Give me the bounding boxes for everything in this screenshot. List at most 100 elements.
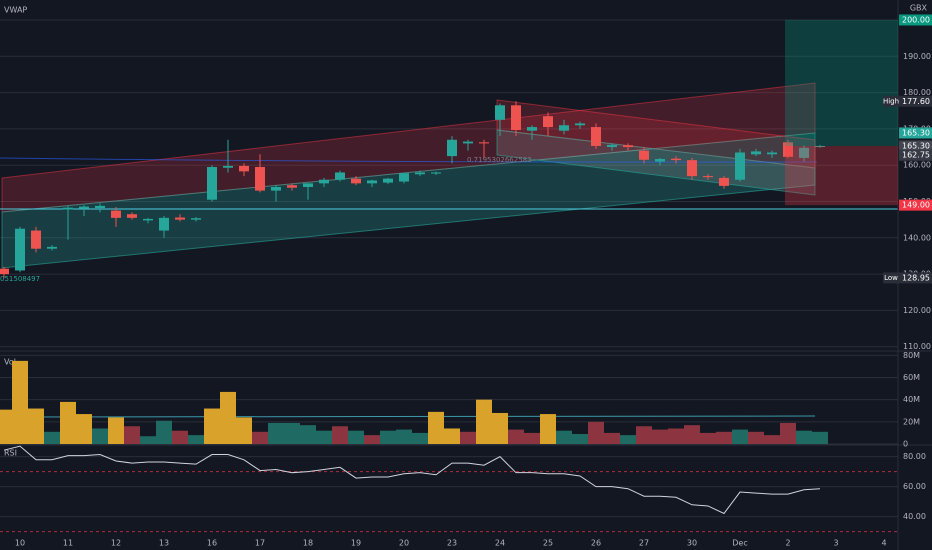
candle-body (303, 183, 313, 187)
candle-body (207, 167, 217, 200)
volume-bar (428, 411, 444, 444)
volume-bar (380, 430, 396, 444)
volume-ma (0, 415, 816, 418)
volume-bar (604, 432, 620, 444)
candle-body (111, 210, 121, 218)
volume-bar (348, 430, 364, 444)
candle-body (95, 205, 105, 209)
candle-body (143, 218, 153, 221)
x-tick-label: 25 (543, 539, 553, 548)
price-marker-name-box (883, 95, 899, 107)
volume-bar (252, 431, 268, 444)
candle-body (479, 142, 489, 144)
x-tick-label: Dec (732, 539, 747, 548)
volume-bar (700, 432, 716, 444)
candle-body (159, 217, 169, 231)
volume-bar (572, 434, 588, 444)
y-tick-label: 180.00 (903, 88, 931, 97)
x-tick-label: 17 (255, 539, 265, 548)
y-tick-label: 110.00 (903, 342, 931, 351)
price-marker-label: 162.75 (902, 151, 930, 160)
candle-body (511, 105, 521, 130)
price-marker (899, 149, 932, 161)
candle-body (543, 116, 553, 128)
x-tick-label: 13 (159, 539, 169, 548)
rsi-line (3, 445, 821, 515)
volume-bar (364, 435, 380, 444)
volume-bar (60, 401, 76, 444)
price-marker (899, 127, 932, 139)
y-tick-label: 40.00 (903, 512, 926, 521)
volume-bar (316, 430, 332, 444)
candle-body (191, 218, 201, 220)
x-tick-label: 12 (111, 539, 121, 548)
y-tick-label: 80M (903, 351, 920, 360)
candle-body (127, 214, 137, 218)
volume-bar (188, 435, 204, 444)
y-tick-label: 0 (903, 440, 908, 449)
x-tick-label: 3 (833, 539, 838, 548)
volume-bar (508, 429, 524, 444)
candle-body (255, 167, 265, 191)
price-marker-label: 165.30 (902, 128, 930, 137)
y-tick-label: 80.00 (903, 452, 926, 461)
price-marker-name: Low (884, 274, 898, 282)
volume-bar (268, 422, 284, 444)
candle-body (175, 217, 185, 220)
volume-bar (748, 431, 764, 444)
volume-bar (236, 417, 252, 444)
price-marker (899, 14, 932, 26)
candle-body (447, 139, 457, 157)
x-tick-label: 2 (785, 539, 790, 548)
volume-bar (124, 426, 140, 444)
price-marker-label: 149.00 (902, 201, 930, 210)
price-marker-label: 128.95 (902, 273, 930, 282)
candle-body (815, 145, 825, 148)
volume-bar (76, 414, 92, 444)
volume-bar (44, 431, 60, 444)
indicator-label: VWAP (4, 6, 27, 15)
candle-body (335, 172, 345, 180)
volume-bar (332, 426, 348, 444)
candle-body (591, 127, 601, 146)
volume-bar (812, 431, 828, 444)
price-marker-label: 200.00 (902, 15, 930, 24)
candle-body (223, 165, 233, 168)
pane-title: RSI (4, 449, 17, 458)
volume-bar (92, 428, 108, 444)
candle-body (671, 158, 681, 161)
volume-bar (460, 431, 476, 444)
volume-bar (412, 432, 428, 444)
candle-body (735, 152, 745, 180)
volume-bar (0, 409, 12, 444)
candle-body (767, 152, 777, 155)
y-tick-label: 140.00 (903, 233, 931, 242)
x-tick-label: 30 (687, 539, 697, 548)
y-tick-label: 40M (903, 395, 920, 404)
volume-bar (684, 425, 700, 444)
candle-body (463, 141, 473, 144)
x-tick-label: 27 (639, 539, 649, 548)
candle-body (607, 144, 617, 148)
candle-body (495, 105, 505, 120)
candle-body (783, 142, 793, 157)
candle-body (799, 147, 809, 158)
volume-bar (108, 417, 124, 444)
x-tick-label: 16 (207, 539, 217, 548)
y-tick-label: 20M (903, 417, 920, 426)
volume-bar (284, 422, 300, 444)
candle-body (63, 207, 73, 210)
annotation: 051508497 (0, 275, 40, 283)
price-marker (899, 140, 932, 152)
volume-bar (524, 432, 540, 444)
x-tick-label: 10 (15, 539, 25, 548)
candle-body (0, 268, 9, 275)
volume-bar (668, 428, 684, 444)
candle-body (655, 159, 665, 162)
price-marker-name-box (883, 272, 899, 284)
candle-body (239, 165, 249, 172)
y-tick-label: 120.00 (903, 306, 931, 315)
volume-bar (716, 431, 732, 444)
volume-bar (652, 429, 668, 444)
volume-bar (588, 421, 604, 444)
